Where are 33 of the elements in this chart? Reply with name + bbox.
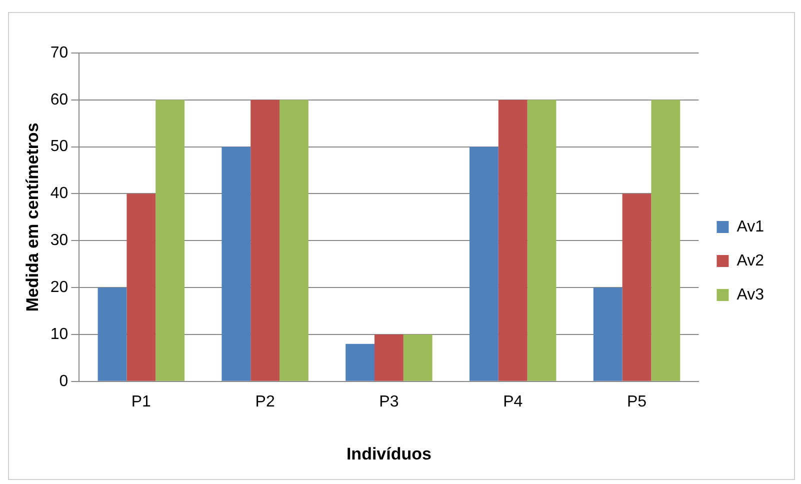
x-axis-title: Indivíduos <box>346 444 432 464</box>
bar <box>346 344 375 381</box>
y-tick-label: 70 <box>50 44 68 62</box>
bar <box>403 334 432 381</box>
legend-label: Av1 <box>736 218 764 236</box>
bar <box>527 100 556 381</box>
bar <box>280 100 308 381</box>
bar <box>593 288 622 381</box>
y-tick-label: 20 <box>50 278 68 296</box>
bar <box>98 288 127 381</box>
bar <box>222 146 251 381</box>
bar <box>250 100 280 381</box>
x-tick-label: P5 <box>626 393 647 410</box>
bar <box>374 334 404 381</box>
bar <box>469 146 498 381</box>
y-tick-label: 10 <box>50 326 68 343</box>
y-tick-label: 50 <box>50 138 68 156</box>
x-tick-label: P3 <box>379 393 399 410</box>
bar <box>498 100 528 381</box>
y-axis-title: Medida em centímetros <box>22 122 42 312</box>
y-tick-label: 60 <box>50 91 68 108</box>
x-tick-label: P2 <box>255 393 275 410</box>
bar <box>622 194 652 381</box>
legend-label: Av2 <box>736 252 764 270</box>
legend-label: Av3 <box>736 286 764 304</box>
y-tick-label: 40 <box>50 185 68 202</box>
x-tick-label: P1 <box>131 393 152 410</box>
bar <box>651 100 680 381</box>
bar <box>156 100 185 381</box>
x-tick-label: P4 <box>503 393 523 410</box>
y-tick-label: 0 <box>59 372 68 390</box>
y-tick-label: 30 <box>50 232 68 250</box>
bar <box>126 194 156 381</box>
